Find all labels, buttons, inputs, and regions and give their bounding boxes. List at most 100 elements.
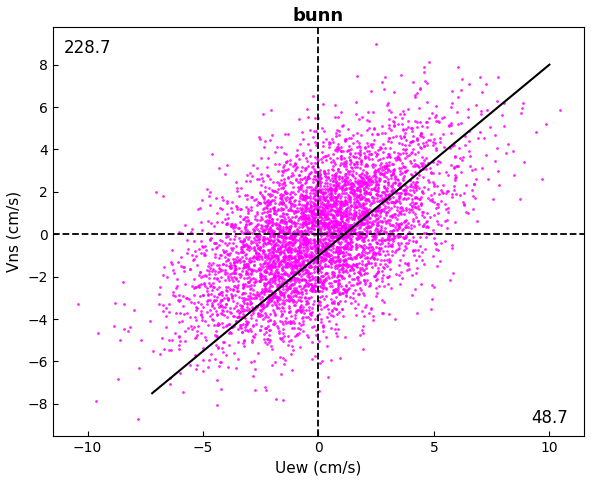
Point <box>328 150 337 158</box>
Point <box>254 133 264 141</box>
Point <box>266 316 275 324</box>
Point <box>355 228 365 236</box>
Point <box>301 245 311 253</box>
Point <box>328 196 337 203</box>
Point <box>217 237 226 245</box>
Point <box>390 233 400 241</box>
Point <box>267 106 276 114</box>
Point <box>290 196 300 203</box>
Point <box>369 124 378 132</box>
Point <box>394 245 403 253</box>
Point <box>251 321 261 328</box>
Point <box>287 233 296 241</box>
Point <box>277 180 287 188</box>
Point <box>263 196 272 203</box>
Point <box>327 191 336 199</box>
Point <box>314 287 323 295</box>
Point <box>349 228 359 235</box>
Point <box>408 145 418 153</box>
Point <box>499 122 509 130</box>
Point <box>414 163 424 171</box>
Point <box>422 217 431 225</box>
Point <box>287 230 296 238</box>
Point <box>405 200 414 208</box>
Point <box>272 224 281 232</box>
Point <box>281 187 290 194</box>
Point <box>332 256 342 264</box>
Point <box>330 254 339 261</box>
Point <box>337 306 346 313</box>
Point <box>345 229 354 237</box>
Point <box>368 196 378 204</box>
Point <box>426 191 436 199</box>
Point <box>297 248 306 256</box>
Point <box>290 229 300 237</box>
Point <box>366 150 376 158</box>
Point <box>319 193 328 201</box>
Point <box>228 244 238 252</box>
Point <box>362 147 372 155</box>
Point <box>248 254 258 261</box>
Point <box>395 184 405 192</box>
Point <box>359 290 368 297</box>
Point <box>371 284 380 292</box>
Point <box>433 201 443 208</box>
Point <box>335 227 345 235</box>
Point <box>330 216 339 224</box>
Point <box>335 200 345 207</box>
Point <box>230 264 239 272</box>
Point <box>316 249 326 257</box>
Point <box>322 228 332 236</box>
Point <box>385 134 394 142</box>
Point <box>345 209 354 217</box>
Point <box>363 223 373 230</box>
Point <box>327 217 336 225</box>
Point <box>348 152 357 160</box>
Point <box>290 274 300 281</box>
Point <box>423 176 433 184</box>
Point <box>264 238 274 245</box>
Point <box>262 199 271 206</box>
Point <box>226 249 235 257</box>
Point <box>329 220 339 228</box>
Point <box>205 282 215 290</box>
Point <box>421 161 430 169</box>
Point <box>209 297 219 305</box>
Point <box>411 193 420 201</box>
Point <box>294 270 304 278</box>
Point <box>238 297 248 305</box>
Point <box>348 189 358 197</box>
Point <box>300 233 310 241</box>
Point <box>398 227 407 234</box>
Point <box>285 307 295 315</box>
Point <box>413 264 422 271</box>
Point <box>239 299 248 307</box>
Point <box>373 249 382 256</box>
Point <box>294 228 303 235</box>
Point <box>315 294 324 301</box>
Point <box>336 238 345 246</box>
Point <box>430 199 439 206</box>
Point <box>226 264 235 272</box>
Point <box>272 296 282 304</box>
Point <box>351 240 361 248</box>
Point <box>220 214 229 222</box>
Point <box>264 216 273 224</box>
Point <box>387 227 397 235</box>
Point <box>326 259 335 267</box>
Point <box>215 362 224 370</box>
Point <box>371 170 380 178</box>
Point <box>276 312 285 320</box>
Point <box>172 282 181 290</box>
Point <box>326 311 336 319</box>
Point <box>290 333 300 340</box>
Point <box>285 260 295 268</box>
Point <box>324 252 334 260</box>
Point <box>295 234 304 242</box>
Point <box>290 232 300 240</box>
Point <box>303 282 313 290</box>
Point <box>315 301 324 308</box>
Point <box>418 139 428 147</box>
Point <box>373 165 382 173</box>
Point <box>261 251 270 258</box>
